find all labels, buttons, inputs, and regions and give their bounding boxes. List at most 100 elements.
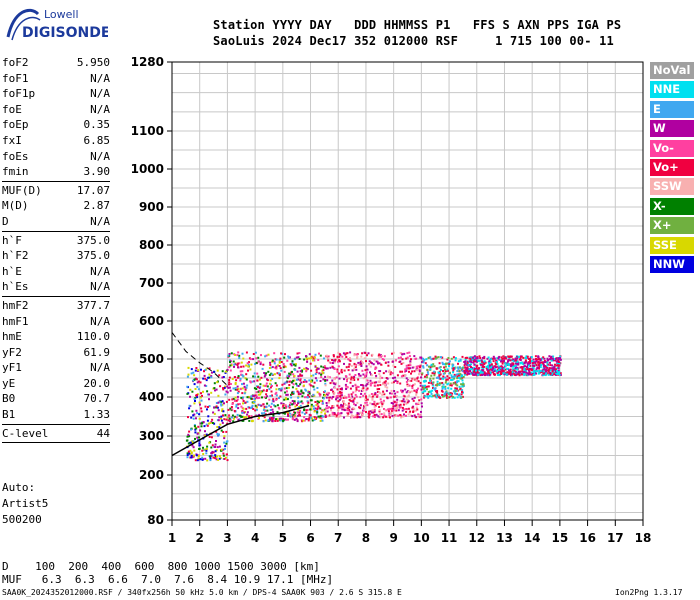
chart-point — [358, 412, 360, 415]
param-row: h`F 375.0 — [2, 233, 110, 249]
chart-point — [262, 403, 265, 406]
chart-point — [333, 361, 336, 364]
chart-point — [417, 402, 420, 405]
chart-point — [394, 379, 397, 382]
chart-point — [264, 419, 267, 422]
chart-point — [497, 374, 499, 376]
chart-point — [463, 361, 466, 363]
chart-point — [354, 366, 357, 368]
chart-point — [551, 370, 554, 373]
chart-point — [319, 419, 322, 422]
chart-point — [464, 360, 467, 363]
chart-point — [233, 376, 236, 379]
chart-point — [223, 457, 226, 460]
chart-point — [377, 380, 380, 383]
chart-point — [295, 387, 298, 390]
chart-point — [231, 416, 234, 419]
chart-point — [437, 356, 440, 359]
chart-point — [404, 374, 407, 376]
chart-point — [470, 366, 472, 369]
chart-point — [201, 458, 204, 461]
chart-point — [305, 370, 308, 373]
chart-point — [393, 390, 396, 392]
chart-point — [198, 442, 201, 445]
chart-point — [208, 398, 210, 401]
chart-point — [358, 363, 361, 366]
chart-point — [188, 452, 191, 455]
chart-point — [421, 361, 423, 364]
chart-point — [490, 364, 493, 367]
chart-point — [496, 372, 499, 375]
chart-point — [431, 372, 434, 375]
chart-point — [261, 367, 264, 370]
chart-point — [447, 382, 450, 385]
chart-point — [367, 412, 370, 415]
chart-point — [365, 401, 368, 404]
chart-point — [324, 414, 327, 417]
chart-point — [298, 352, 301, 354]
chart-point — [253, 394, 256, 397]
chart-point — [325, 367, 328, 370]
chart-point — [289, 401, 292, 404]
chart-point — [249, 368, 252, 371]
chart-point — [214, 443, 217, 446]
chart-point — [321, 409, 324, 412]
chart-point — [339, 394, 342, 397]
chart-point — [212, 456, 215, 459]
chart-point — [291, 386, 294, 389]
chart-point — [407, 364, 410, 367]
chart-point — [196, 385, 199, 388]
chart-point — [545, 368, 548, 371]
chart-point — [556, 362, 559, 365]
chart-point — [204, 448, 207, 451]
chart-point — [533, 361, 536, 364]
chart-point — [512, 368, 515, 371]
chart-point — [507, 358, 510, 361]
chart-point — [513, 373, 516, 376]
chart-point — [242, 400, 245, 402]
chart-point — [266, 402, 269, 405]
chart-point — [278, 397, 280, 399]
chart-point — [509, 371, 512, 374]
chart-point — [273, 362, 276, 365]
chart-point — [359, 404, 362, 407]
chart-point — [418, 373, 420, 376]
chart-point — [513, 369, 516, 372]
chart-point — [322, 409, 325, 412]
chart-point — [408, 384, 411, 387]
chart-point — [226, 391, 229, 394]
chart-point — [211, 444, 214, 447]
chart-point — [323, 357, 325, 360]
chart-point — [226, 416, 229, 419]
param-value: N/A — [90, 71, 110, 85]
chart-point — [317, 359, 320, 361]
chart-point — [320, 376, 323, 379]
chart-point — [312, 405, 315, 408]
chart-point — [385, 370, 388, 373]
chart-point — [308, 357, 311, 360]
chart-point — [241, 374, 244, 377]
chart-point — [433, 387, 435, 390]
chart-point — [347, 369, 350, 372]
chart-point — [250, 415, 253, 418]
chart-point — [379, 370, 382, 373]
chart-point — [348, 363, 351, 366]
chart-point — [460, 393, 463, 396]
chart-point — [272, 418, 275, 421]
chart-point — [559, 372, 562, 375]
chart-point — [264, 384, 267, 387]
chart-point — [390, 392, 393, 395]
chart-point — [266, 409, 269, 412]
chart-point — [297, 385, 300, 387]
chart-point — [326, 379, 329, 382]
chart-point — [436, 380, 439, 383]
chart-point — [400, 362, 403, 365]
chart-point — [292, 415, 295, 418]
chart-point — [257, 375, 260, 378]
chart-point — [337, 412, 340, 415]
chart-point — [344, 383, 347, 386]
chart-point — [187, 433, 190, 436]
chart-point — [340, 404, 343, 407]
chart-point — [500, 359, 503, 362]
chart-point — [331, 381, 334, 384]
